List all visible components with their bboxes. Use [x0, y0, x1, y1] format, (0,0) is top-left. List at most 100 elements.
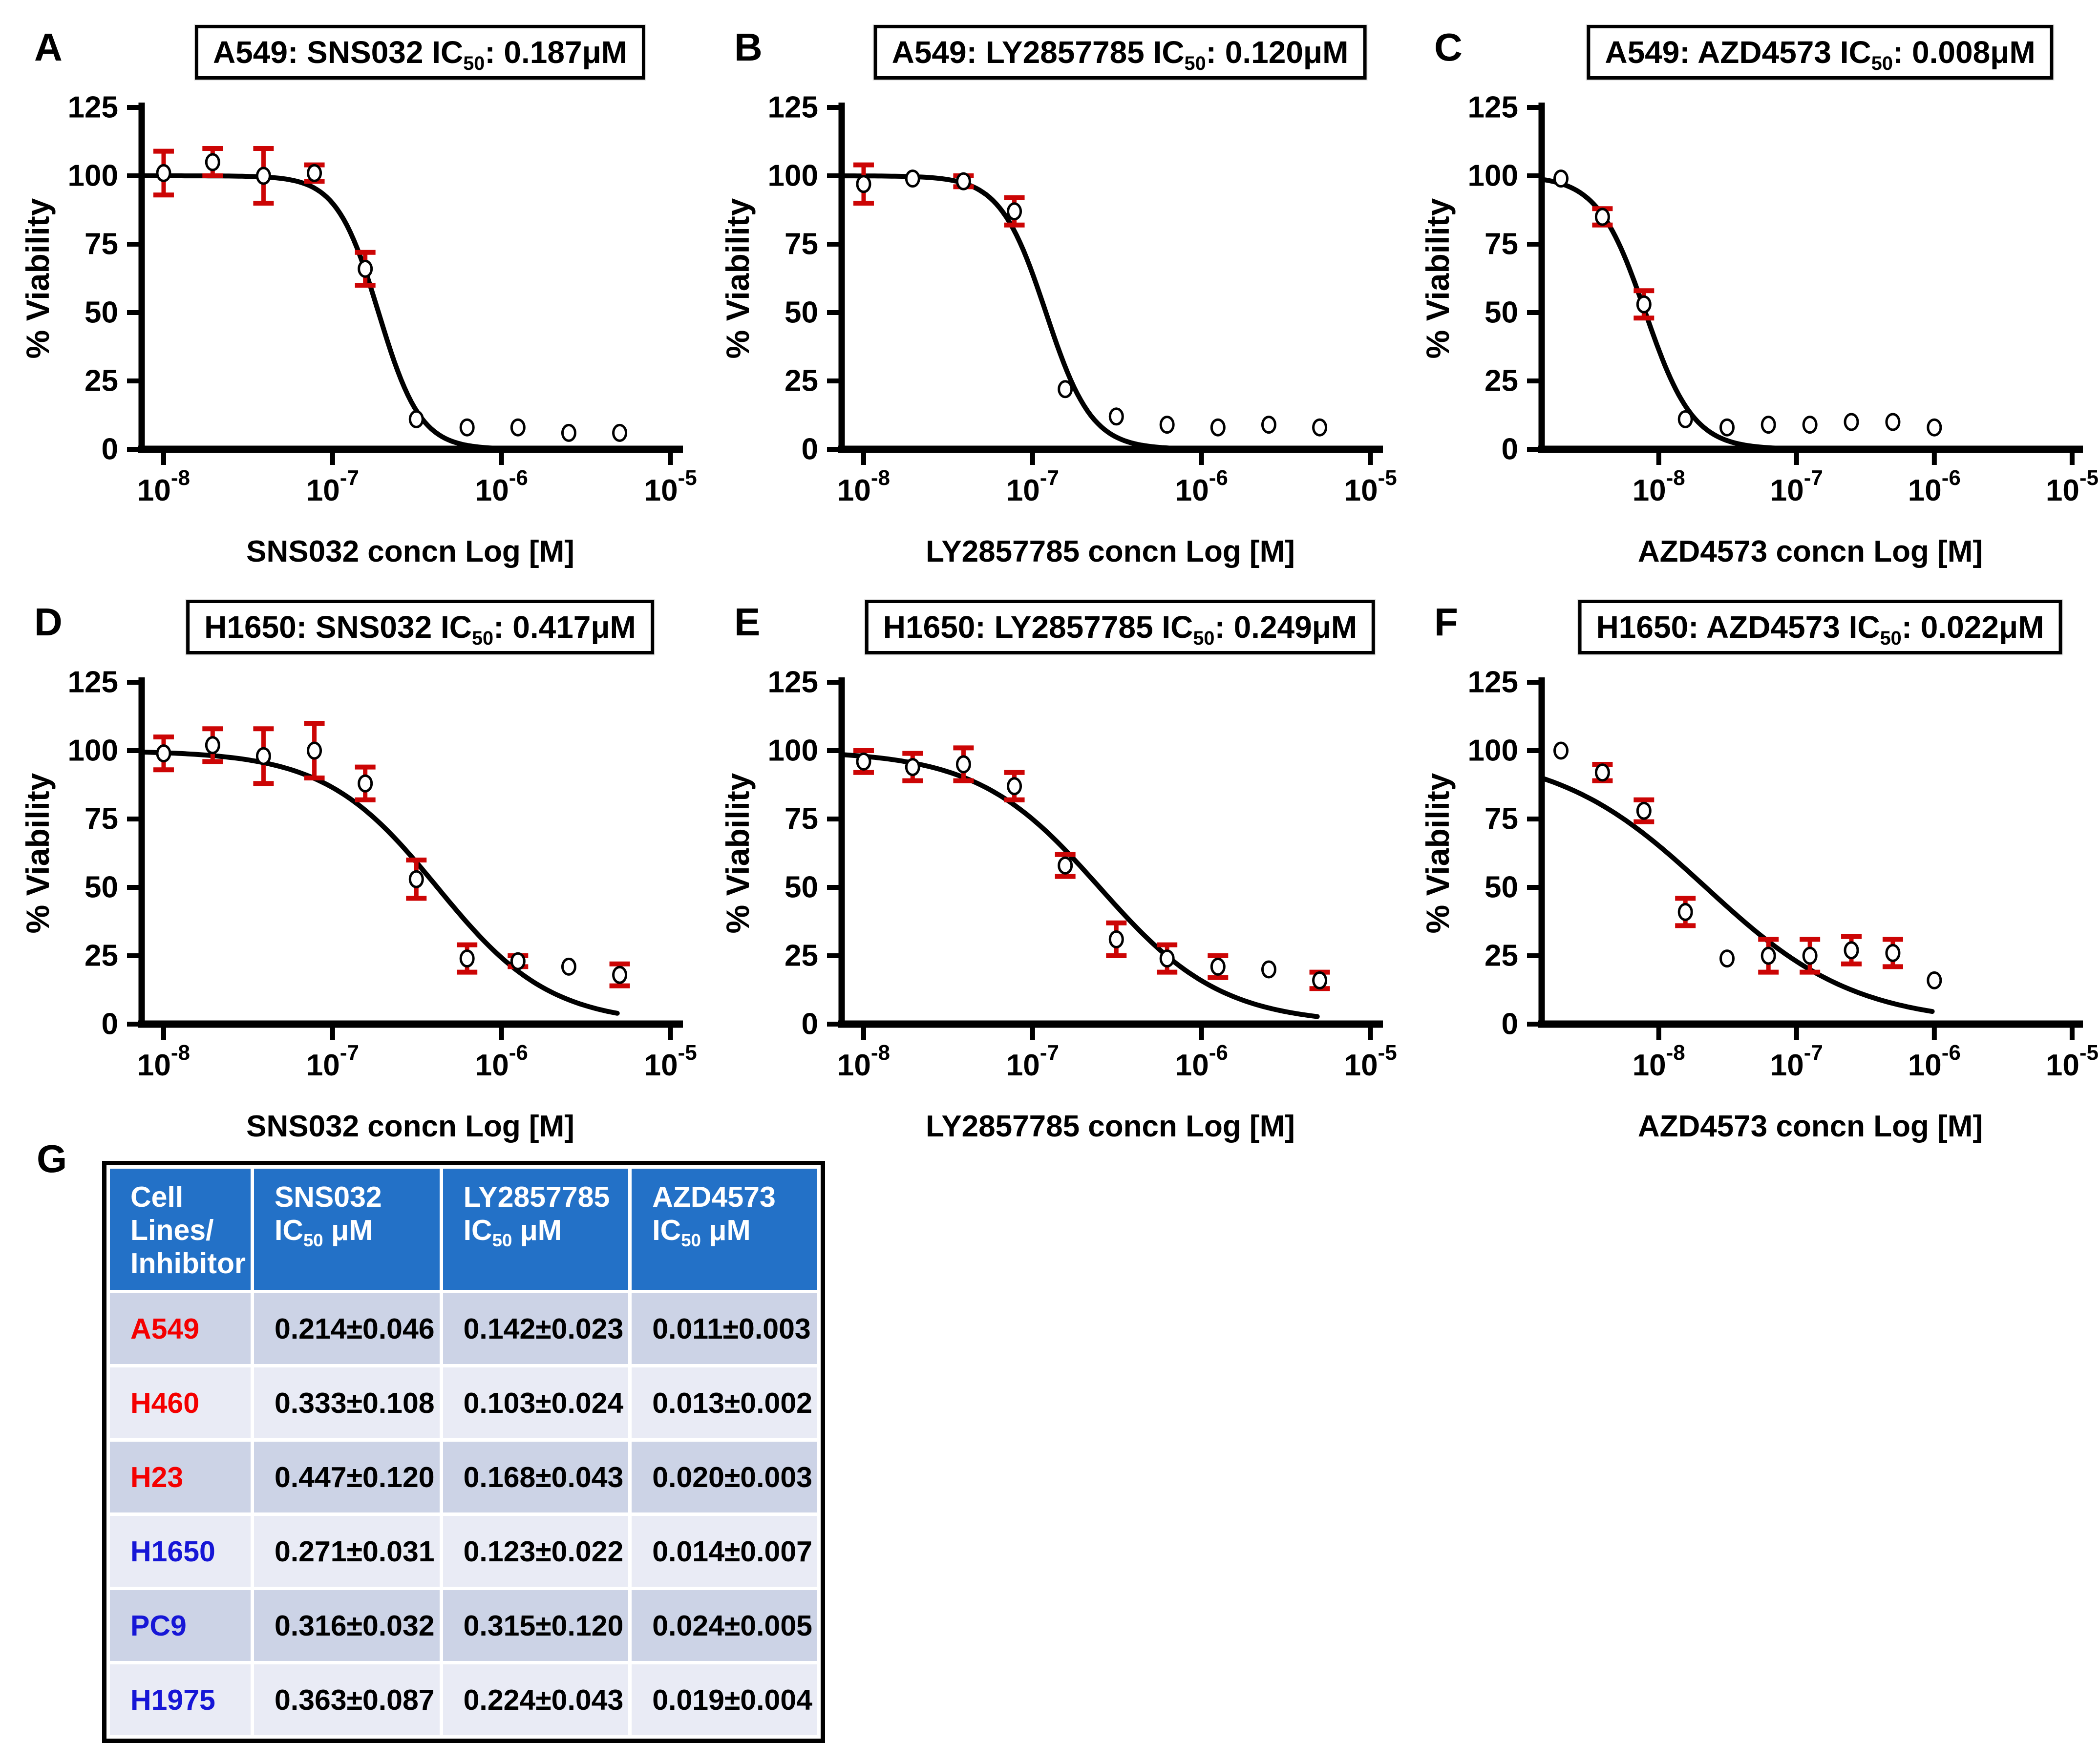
y-tick-label: 125 [1468, 666, 1518, 699]
table-row: H23 0.447±0.120 0.168±0.043 0.020±0.003 [110, 1442, 817, 1512]
x-tick-label: 10-7 [1006, 1041, 1059, 1082]
x-tick-label: 10-6 [1908, 1041, 1961, 1082]
data-point [955, 755, 971, 774]
data-point [358, 774, 373, 793]
y-tick-label: 100 [1468, 159, 1518, 193]
data-point [1927, 418, 1942, 437]
y-tick-label: 125 [1468, 91, 1518, 125]
y-axis-label: % Viability [720, 198, 756, 358]
y-tick-label: 50 [785, 871, 818, 904]
x-tick-label: 10-8 [1633, 1041, 1685, 1082]
data-point [1636, 801, 1652, 820]
panel-E: E H1650: LY2857785 IC50: 0.249μM 0 25 50 75 10… [700, 582, 1400, 1149]
panel-F: F H1650: AZD4573 IC50: 0.022μM 0 25 50 75 100 1… [1400, 582, 2100, 1149]
data-point [1312, 418, 1328, 437]
data-point [1058, 856, 1073, 875]
y-axis-label: % Viability [1420, 198, 1456, 358]
data-point [1885, 944, 1901, 962]
panel-title: A549: LY2857785 IC50: 0.120μM [873, 25, 1367, 80]
data-point [1108, 930, 1124, 948]
y-tick-label: 75 [785, 802, 818, 836]
data-point [1719, 949, 1735, 968]
data-point [205, 736, 220, 755]
panel-C: C A549: AZD4573 IC50: 0.008μM 0 25 50 75 100 12… [1400, 7, 2100, 574]
panel-title: H1650: LY2857785 IC50: 0.249μM [865, 600, 1376, 654]
y-tick-label: 0 [1502, 1008, 1518, 1041]
data-point [255, 747, 271, 765]
ic50-value: 0.011±0.003 [632, 1293, 817, 1364]
x-axis-label: AZD4573 concn Log [M] [1638, 1110, 1983, 1143]
y-tick-label: 0 [102, 433, 118, 466]
figure-root: { "colors": { "axis": "#000000", "curve"… [0, 7, 2100, 1743]
panel-letter: C [1434, 25, 1463, 69]
ic50-value: 0.103±0.024 [443, 1367, 629, 1438]
y-tick-label: 50 [85, 871, 118, 904]
y-tick-label: 0 [802, 433, 818, 466]
fit-curve [142, 173, 620, 452]
y-tick-label: 100 [68, 734, 118, 768]
panel-A: A A549: SNS032 IC50: 0.187μM 0 25 50 75 100 125… [0, 7, 700, 574]
y-tick-label: 100 [768, 159, 818, 193]
data-point [255, 167, 271, 185]
data-point [1108, 407, 1124, 426]
data-point [459, 418, 475, 437]
ic50-value: 0.316±0.032 [254, 1590, 440, 1661]
ic50-table: Cell Lines/ Inhibitor SNS032 IC50 μM LY285… [102, 1161, 825, 1743]
ic50-value: 0.333±0.108 [254, 1367, 440, 1438]
y-tick-label: 75 [1485, 802, 1518, 836]
table-header-cell: AZD4573 IC50 μM [632, 1169, 817, 1290]
data-point [1058, 380, 1073, 399]
table-header-cell: SNS032 IC50 μM [254, 1169, 440, 1290]
table-row: PC9 0.316±0.032 0.315±0.120 0.024±0.005 [110, 1590, 817, 1661]
table-header-row: Cell Lines/ Inhibitor SNS032 IC50 μM LY285… [110, 1169, 817, 1290]
x-axis-label: LY2857785 concn Log [M] [926, 535, 1295, 568]
x-tick-label: 10-7 [1006, 466, 1059, 507]
data-point [905, 758, 920, 777]
data-point [1553, 741, 1569, 760]
x-tick-label: 10-6 [475, 466, 528, 507]
y-tick-label: 75 [785, 228, 818, 261]
ic50-value: 0.020±0.003 [632, 1442, 817, 1512]
x-tick-label: 10-5 [2046, 1041, 2099, 1082]
y-tick-label: 125 [768, 666, 818, 699]
panel-letter: B [734, 25, 763, 69]
data-point [1677, 903, 1693, 921]
ic50-value: 0.168±0.043 [443, 1442, 629, 1512]
data-point [1636, 295, 1652, 314]
cell-line-name: H23 [110, 1442, 251, 1512]
y-axis-label: % Viability [20, 198, 56, 358]
data-point [955, 172, 971, 190]
panel-title: A549: AZD4573 IC50: 0.008μM [1587, 25, 2054, 80]
y-tick-label: 0 [102, 1008, 118, 1041]
plot-B: 0 25 50 75 100 125 10-8 10-7 10-6 10-5 % Viability… [720, 91, 1397, 569]
ic50-value: 0.447±0.120 [254, 1442, 440, 1512]
table-row: A549 0.214±0.046 0.142±0.023 0.011±0.003 [110, 1293, 817, 1364]
data-point [205, 153, 220, 171]
data-point [1007, 777, 1022, 796]
panel-letter: A [34, 25, 63, 69]
panel-letter: E [734, 600, 761, 644]
fit-curve [842, 752, 1320, 1019]
y-tick-label: 25 [1485, 364, 1518, 398]
y-tick-label: 25 [785, 364, 818, 398]
panel-title: H1650: SNS032 IC50: 0.417μM [186, 600, 654, 654]
data-point [1802, 946, 1818, 965]
table-header-cell: LY2857785 IC50 μM [443, 1169, 629, 1290]
data-point [156, 744, 171, 763]
data-point [1159, 416, 1175, 434]
y-tick-label: 25 [1485, 939, 1518, 973]
data-point [1210, 957, 1226, 976]
plot-D: 0 25 50 75 100 125 10-8 10-7 10-6 10-5 % Viability… [20, 666, 697, 1144]
x-tick-label: 10-7 [306, 466, 359, 507]
data-point [1312, 971, 1328, 989]
x-tick-label: 10-6 [475, 1041, 528, 1082]
data-point [1159, 949, 1175, 968]
ic50-value: 0.214±0.046 [254, 1293, 440, 1364]
ic50-value: 0.019±0.004 [632, 1664, 817, 1735]
y-axis-label: % Viability [20, 773, 56, 933]
ic50-value: 0.013±0.002 [632, 1367, 817, 1438]
panel-letter: D [34, 600, 63, 644]
y-tick-label: 25 [85, 364, 118, 398]
x-tick-label: 10-8 [837, 466, 890, 507]
data-point [510, 418, 526, 437]
